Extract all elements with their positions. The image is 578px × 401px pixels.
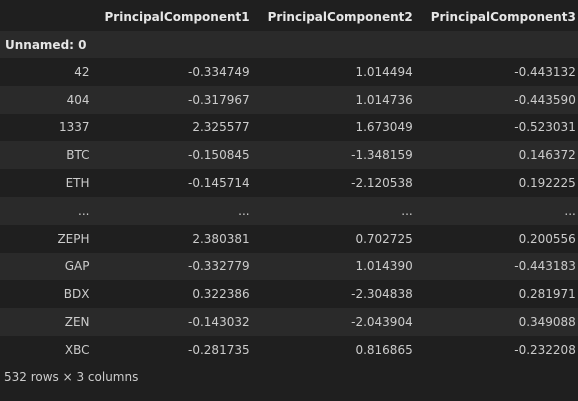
table-cell: 0.281971	[425, 280, 578, 309]
table-cell: -0.232208	[425, 335, 578, 364]
row-index: BDX	[0, 280, 100, 309]
row-index: BTC	[0, 141, 100, 170]
table-cell: -0.334749	[99, 58, 263, 86]
table-row: 42 -0.334749 1.014494 -0.443132	[0, 58, 578, 86]
row-index: 404	[0, 85, 100, 114]
column-header: PrincipalComponent1	[104, 9, 250, 24]
row-index: ZEPH	[0, 224, 100, 253]
table-cell: -2.304838	[262, 280, 426, 309]
table-row-ellipsis: ... ... ... ...	[0, 196, 578, 225]
table-row: BTC -0.150845 -1.348159 0.146372	[0, 141, 578, 170]
table-row: ZEN -0.143032 -2.043904 0.349088	[0, 308, 578, 336]
header-corner	[0, 0, 100, 31]
table-cell: -2.043904	[262, 308, 426, 336]
column-header: PrincipalComponent3	[430, 9, 576, 24]
table-cell: 1.673049	[262, 113, 426, 142]
table-cell: -0.145714	[99, 169, 263, 197]
table-row: ZEPH 2.380381 0.702725 0.200556	[0, 224, 578, 253]
row-index: 1337	[0, 113, 100, 142]
index-name: Unnamed: 0	[0, 31, 100, 58]
table-cell: 0.200556	[425, 224, 578, 253]
table-cell: -0.317967	[99, 85, 263, 114]
table-cell: -0.443132	[425, 58, 578, 86]
table-cell: -0.281735	[99, 335, 263, 364]
table-row: 404 -0.317967 1.014736 -0.443590	[0, 85, 578, 114]
table-cell: 0.702725	[262, 224, 426, 253]
table-row: BDX 0.322386 -2.304838 0.281971	[0, 280, 578, 309]
table-cell: 0.816865	[262, 335, 426, 364]
table-cell: -0.150845	[99, 141, 263, 170]
table-cell: -0.523031	[425, 113, 578, 142]
table-row: 1337 2.325577 1.673049 -0.523031	[0, 113, 578, 142]
table-cell: 0.322386	[99, 280, 263, 309]
row-index: XBC	[0, 335, 100, 364]
column-header: PrincipalComponent2	[267, 9, 413, 24]
row-index: ...	[0, 196, 100, 225]
table-cell: -1.348159	[262, 141, 426, 170]
table-cell: 0.192225	[425, 169, 578, 197]
index-header-blank	[425, 31, 578, 58]
table-cell: 1.014736	[262, 85, 426, 114]
table-cell: -0.143032	[99, 308, 263, 336]
index-header-row: Unnamed: 0	[0, 31, 578, 58]
index-header-blank	[99, 31, 263, 58]
table-cell: -0.443183	[425, 252, 578, 281]
table-cell: ...	[99, 196, 263, 225]
table-cell: 2.380381	[99, 224, 263, 253]
table-cell: -0.443590	[425, 85, 578, 114]
row-index: 42	[0, 58, 100, 86]
row-count-summary: 532 rows × 3 columns	[4, 370, 139, 384]
table-cell: ...	[262, 196, 426, 225]
table-row: XBC -0.281735 0.816865 -0.232208	[0, 335, 578, 364]
table-cell: 1.014494	[262, 58, 426, 86]
column-header-row: PrincipalComponent1 PrincipalComponent2 …	[0, 0, 578, 31]
table-cell: 0.146372	[425, 141, 578, 170]
table-row: GAP -0.332779 1.014390 -0.443183	[0, 252, 578, 281]
table-cell: -2.120538	[262, 169, 426, 197]
index-header-blank	[262, 31, 426, 58]
table-cell: 1.014390	[262, 252, 426, 281]
table-cell: 0.349088	[425, 308, 578, 336]
row-index: ETH	[0, 169, 100, 197]
table-cell: -0.332779	[99, 252, 263, 281]
table-row: ETH -0.145714 -2.120538 0.192225	[0, 169, 578, 197]
table-cell: 2.325577	[99, 113, 263, 142]
row-index: ZEN	[0, 308, 100, 336]
row-index: GAP	[0, 252, 100, 281]
table-cell: ...	[425, 196, 578, 225]
dataframe-table: PrincipalComponent1 PrincipalComponent2 …	[0, 0, 578, 364]
